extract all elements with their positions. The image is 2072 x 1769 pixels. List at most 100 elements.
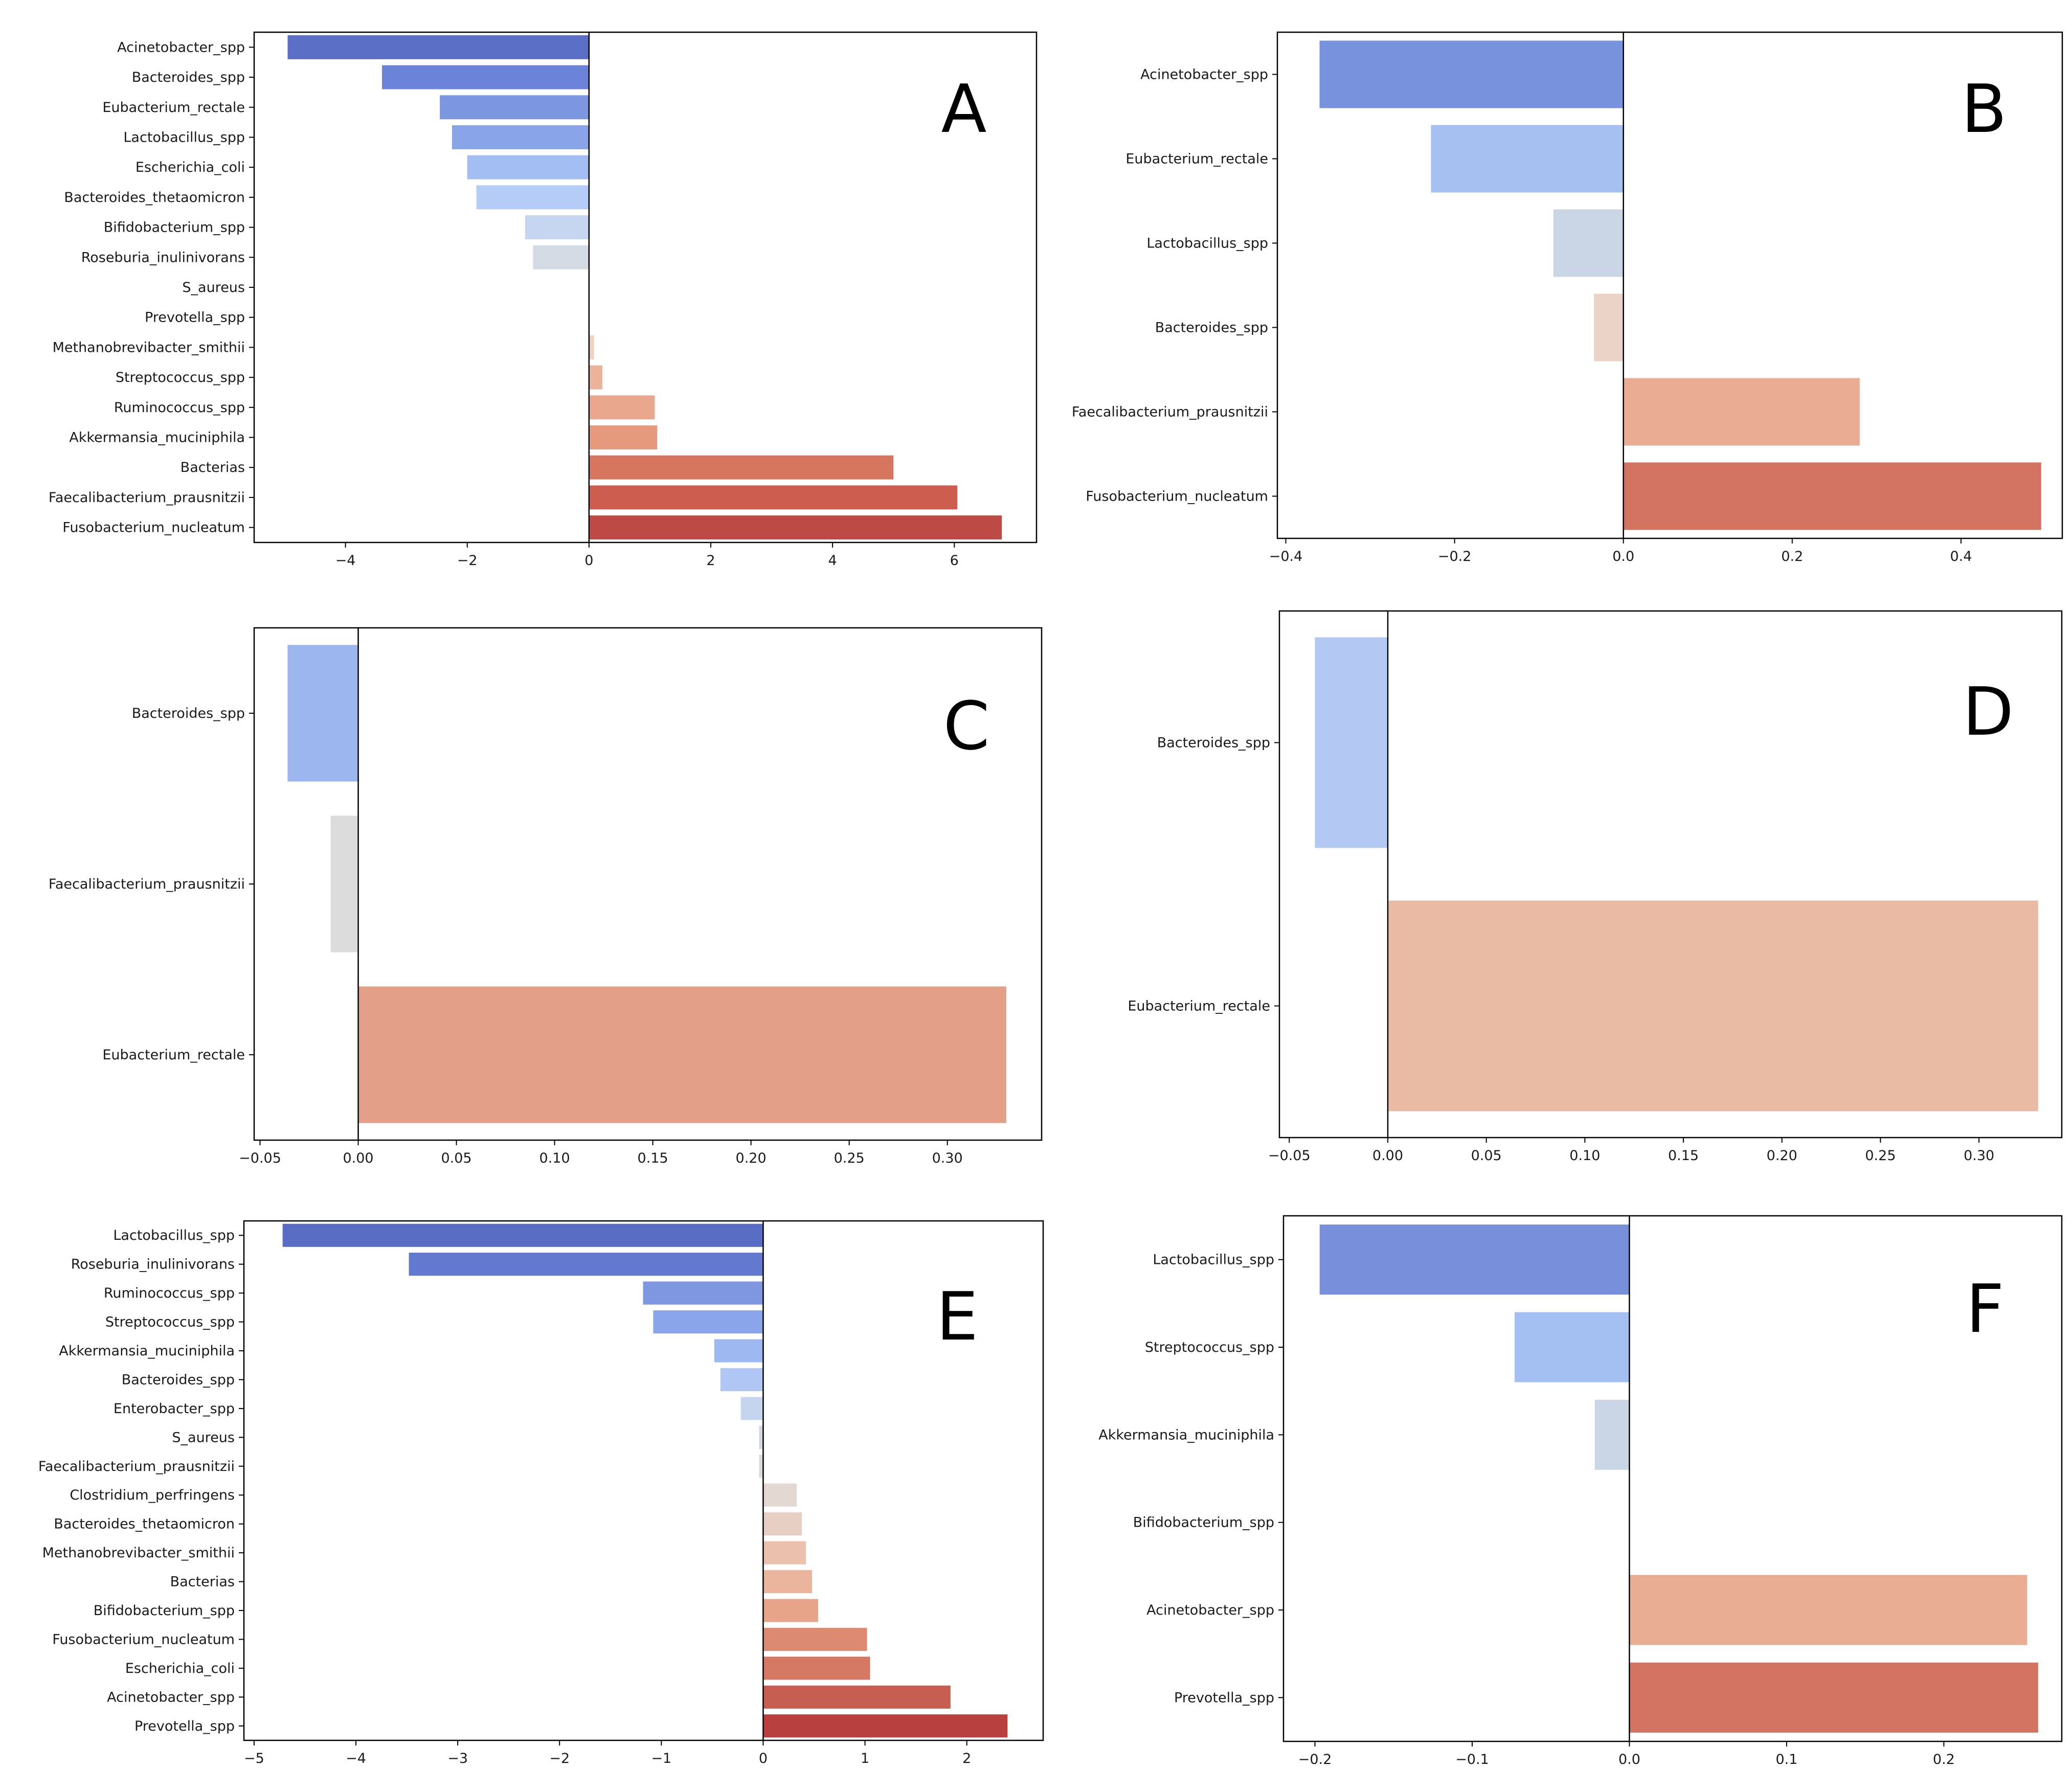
category-label: Bacteroides_spp bbox=[122, 1372, 235, 1388]
bar-acinetobacter-spp bbox=[1319, 40, 1624, 108]
panel-b: Acinetobacter_spp Eubacterium_rectale Lact… bbox=[1072, 31, 2063, 564]
panel-letter: D bbox=[1963, 673, 2014, 751]
category-label: Escherichia_coli bbox=[136, 160, 245, 175]
bar-bacteroides-thetaomicron bbox=[476, 185, 589, 210]
bar-bacteroides-spp bbox=[720, 1368, 763, 1392]
bar-acinetobacter-spp bbox=[287, 35, 589, 59]
x-tick-label: 0.0 bbox=[1612, 549, 1634, 564]
panel-letter: A bbox=[941, 70, 987, 148]
panel-letter: C bbox=[943, 687, 990, 765]
x-tick-label: 6 bbox=[950, 553, 959, 569]
x-tick-label: 1 bbox=[861, 1751, 869, 1766]
category-label: Streptococcus_spp bbox=[116, 370, 245, 385]
x-tick-label: 0.2 bbox=[1933, 1752, 1955, 1767]
category-label: Eubacterium_rectale bbox=[1125, 151, 1268, 167]
bar-methanobrevibacter-smithii bbox=[589, 335, 594, 359]
category-label: Bacterias bbox=[181, 460, 245, 475]
bar-bacteroides-spp bbox=[287, 645, 358, 782]
category-label: Fusobacterium_nucleatum bbox=[52, 1631, 235, 1647]
category-label: Eubacterium_rectale bbox=[102, 1047, 245, 1063]
bar-bacteroides-spp bbox=[1315, 637, 1388, 848]
category-label: Faecalibacterium_prausnitzii bbox=[49, 876, 245, 892]
bar-lactobacillus-spp bbox=[1319, 1224, 1630, 1295]
plot-frame bbox=[1276, 31, 2063, 539]
category-label: Bifidobacterium_spp bbox=[1133, 1515, 1274, 1531]
category-label: Lactobacillus_spp bbox=[1153, 1252, 1274, 1268]
x-tick-label: −0.4 bbox=[1269, 549, 1303, 564]
x-tick-label: −0.2 bbox=[1298, 1752, 1332, 1767]
category-label: Ruminococcus_spp bbox=[114, 400, 245, 416]
category-label: Prevotella_spp bbox=[1174, 1690, 1274, 1706]
category-label: Enterobacter_spp bbox=[114, 1401, 235, 1417]
category-label: Acinetobacter_spp bbox=[117, 39, 245, 55]
category-label: Akkermansia_muciniphila bbox=[69, 430, 245, 446]
category-label: Lactobacillus_spp bbox=[113, 1228, 235, 1243]
panel-f: Lactobacillus_spp Streptococcus_spp Akkerm… bbox=[1098, 1215, 2063, 1767]
category-label: Bacteroides_thetaomicron bbox=[64, 190, 245, 206]
panel-letter: B bbox=[1961, 70, 2007, 148]
panel-e: Lactobacillus_spp Roseburia_inulinivorans… bbox=[38, 1220, 1044, 1766]
x-tick-label: 0.0 bbox=[1618, 1752, 1640, 1767]
category-label: Bacteroides_spp bbox=[132, 70, 245, 85]
category-label: S_aureus bbox=[172, 1430, 235, 1445]
x-tick-label: 0.25 bbox=[1865, 1148, 1896, 1164]
x-tick-label: −5 bbox=[244, 1751, 264, 1766]
bar-lactobacillus-spp bbox=[282, 1223, 763, 1247]
bar-eubacterium-rectale bbox=[358, 986, 1006, 1123]
category-label: Streptococcus_spp bbox=[1145, 1340, 1274, 1355]
bar-akkermansia-muciniphila bbox=[589, 425, 658, 450]
bar-prevotella-spp bbox=[1629, 1662, 2038, 1733]
x-tick-label: −3 bbox=[447, 1751, 468, 1766]
x-tick-label: 0.25 bbox=[834, 1150, 865, 1166]
bar-escherichia-coli bbox=[763, 1657, 870, 1680]
category-label: Fusobacterium_nucleatum bbox=[1086, 489, 1268, 505]
bar-faecalibacterium-prausnitzii bbox=[759, 1455, 763, 1478]
x-tick-label: −0.2 bbox=[1438, 549, 1472, 564]
category-label: Lactobacillus_spp bbox=[1146, 236, 1268, 252]
x-tick-label: 0.00 bbox=[1372, 1148, 1403, 1164]
x-tick-label: −2 bbox=[457, 553, 478, 569]
bar-akkermansia-muciniphila bbox=[1594, 1399, 1630, 1470]
x-tick-label: −4 bbox=[346, 1751, 366, 1766]
category-label: Bacteroides_thetaomicron bbox=[54, 1516, 235, 1532]
bar-clostridium-perfringens bbox=[763, 1483, 797, 1507]
x-tick-label: −0.05 bbox=[1268, 1148, 1311, 1164]
category-label: Methanobrevibacter_smithii bbox=[42, 1545, 235, 1561]
category-label: Akkermansia_muciniphila bbox=[59, 1343, 235, 1359]
bar-bacterias bbox=[589, 455, 894, 480]
x-tick-label: 0.20 bbox=[1767, 1148, 1797, 1164]
bar-streptococcus-spp bbox=[589, 365, 603, 390]
category-label: Methanobrevibacter_smithii bbox=[53, 339, 245, 355]
bar-akkermansia-muciniphila bbox=[714, 1339, 763, 1363]
bar-eubacterium-rectale bbox=[1431, 125, 1624, 193]
category-label: Fusobacterium_nucleatum bbox=[62, 520, 245, 536]
bar-bacteroides-spp bbox=[1593, 293, 1624, 361]
bar-eubacterium-rectale bbox=[440, 95, 589, 120]
x-tick-label: 0.00 bbox=[343, 1150, 373, 1166]
bar-acinetobacter-spp bbox=[763, 1685, 951, 1709]
x-tick-label: 0 bbox=[584, 553, 593, 569]
category-label: Faecalibacterium_prausnitzii bbox=[49, 490, 245, 506]
bar-enterobacter-spp bbox=[740, 1397, 763, 1420]
category-label: Prevotella_spp bbox=[145, 310, 245, 326]
bar-lactobacillus-spp bbox=[452, 125, 589, 149]
x-tick-label: −0.05 bbox=[239, 1150, 281, 1166]
category-label: Acinetobacter_spp bbox=[1146, 1602, 1274, 1618]
bar-faecalibacterium-prausnitzii bbox=[589, 485, 958, 510]
category-label: Roseburia_inulinivorans bbox=[81, 250, 245, 265]
bar-bacterias bbox=[763, 1570, 813, 1594]
category-label: Bifidobacterium_spp bbox=[94, 1603, 235, 1619]
x-tick-label: 0.30 bbox=[932, 1150, 963, 1166]
x-tick-label: 0.20 bbox=[736, 1150, 767, 1166]
bar-streptococcus-spp bbox=[1514, 1312, 1630, 1382]
x-tick-label: −2 bbox=[549, 1751, 570, 1766]
bar-lactobacillus-spp bbox=[1553, 209, 1624, 277]
bar-escherichia-coli bbox=[467, 155, 589, 179]
x-tick-label: 0 bbox=[759, 1751, 768, 1766]
x-tick-label: 0.15 bbox=[1668, 1148, 1699, 1164]
category-label: Roseburia_inulinivorans bbox=[71, 1257, 235, 1273]
bar-s-aureus bbox=[759, 1425, 763, 1449]
bar-roseburia-inulinivorans bbox=[533, 245, 589, 269]
bar-bacteroides-spp bbox=[382, 65, 589, 89]
panel-c: Bacteroides_spp Faecalibacterium_prausnit… bbox=[49, 627, 1043, 1166]
